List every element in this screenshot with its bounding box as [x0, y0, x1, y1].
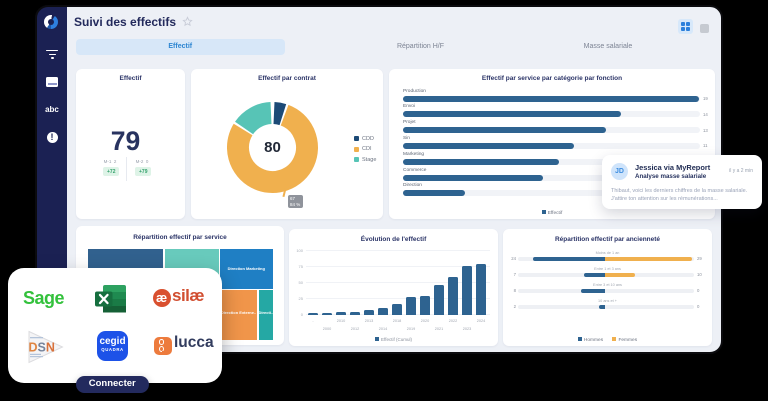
svg-text:DSN: DSN [29, 341, 55, 355]
